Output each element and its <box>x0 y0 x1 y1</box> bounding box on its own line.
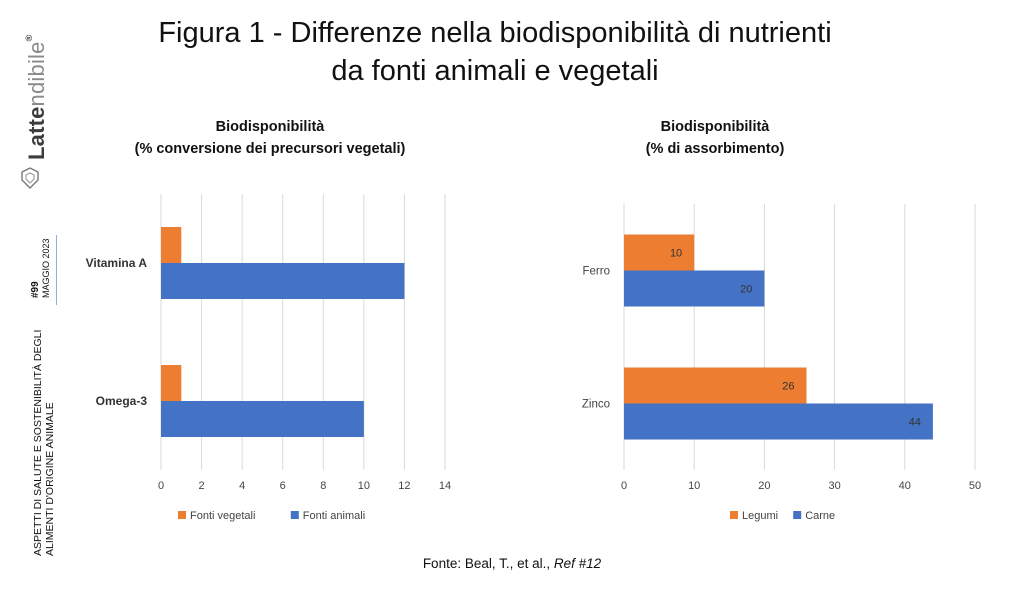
chart1-tick-label: 0 <box>158 480 164 492</box>
chart1-tick-label: 10 <box>358 480 370 492</box>
source-prefix: Fonte: Beal, T., et al., <box>422 556 554 571</box>
chart1-bar <box>161 227 182 263</box>
chart2-data-label: 10 <box>670 248 682 260</box>
source-ref: Ref #12 <box>553 556 602 571</box>
chart2-data-label: 26 <box>782 381 794 393</box>
chart2-title: Biodisponibilità (% di assorbimento) <box>590 116 840 160</box>
chart2-category-label: Zinco <box>582 399 610 411</box>
chart1-legend-label: Fonti animali <box>303 510 365 522</box>
chart1-legend-swatch <box>178 511 186 519</box>
chart2-bar <box>624 270 765 307</box>
chart1-bar <box>161 263 405 299</box>
chart1-tick-label: 4 <box>239 480 245 492</box>
chart1-tick-label: 8 <box>320 480 326 492</box>
chart1-tick-label: 14 <box>439 480 451 492</box>
chart2-legend-swatch <box>793 511 802 519</box>
chart2-legend-label: Carne <box>805 510 835 522</box>
cow-logo-icon <box>21 167 39 189</box>
chart2-legend-swatch <box>730 511 738 519</box>
chart2-data-label: 20 <box>740 284 752 296</box>
chart2-tick-label: 0 <box>621 480 627 492</box>
chart1-legend-swatch <box>290 511 299 519</box>
chart2-tick-label: 10 <box>688 480 700 492</box>
sidebar-divider <box>56 235 57 305</box>
chart2-data-label: 44 <box>909 417 921 429</box>
chart2-tick-label: 50 <box>969 480 981 492</box>
figure-title-line-2: da fonti animali e vegetali <box>331 55 659 87</box>
chart1-tick-label: 12 <box>398 480 410 492</box>
chart2-tick-label: 40 <box>899 480 911 492</box>
source-note: Fonte: Beal, T., et al., Ref #12 <box>0 556 1024 571</box>
chart2-bar <box>624 234 695 271</box>
chart2-bar <box>624 403 933 440</box>
chart2-title-line-2: (% di assorbimento) <box>645 141 785 157</box>
chart1-tick-label: 6 <box>280 480 286 492</box>
chart2-bar <box>624 367 807 404</box>
sidebar: Lattendibile® #99 MAGGIO 2023 ASPETTI DI… <box>0 0 58 594</box>
figure-title: Figura 1 - Differenze nella biodisponibi… <box>90 14 900 90</box>
chart1-tick-label: 2 <box>199 480 205 492</box>
chart2-category-label: Ferro <box>583 266 610 278</box>
chart2-legend-label: Legumi <box>742 510 778 522</box>
chart1-title-line-2: (% conversione dei precursori vegetali) <box>134 141 406 157</box>
chart1-legend-label: Fonti vegetali <box>190 510 255 522</box>
chart1-bar <box>161 401 364 437</box>
chart1-bar <box>161 365 182 401</box>
chart2-title-line-1: Biodisponibilità <box>660 119 770 135</box>
chart2-tick-label: 30 <box>828 480 840 492</box>
chart1-category-label: Omega-3 <box>96 394 148 408</box>
chart1-title-line-1: Biodisponibilità <box>215 119 325 135</box>
chart1-category-label: Vitamina A <box>86 256 148 270</box>
chart2-tick-label: 20 <box>758 480 770 492</box>
figure-title-line-1: Figura 1 - Differenze nella biodisponibi… <box>158 17 832 49</box>
chart1-title: Biodisponibilità (% conversione dei prec… <box>100 116 440 160</box>
